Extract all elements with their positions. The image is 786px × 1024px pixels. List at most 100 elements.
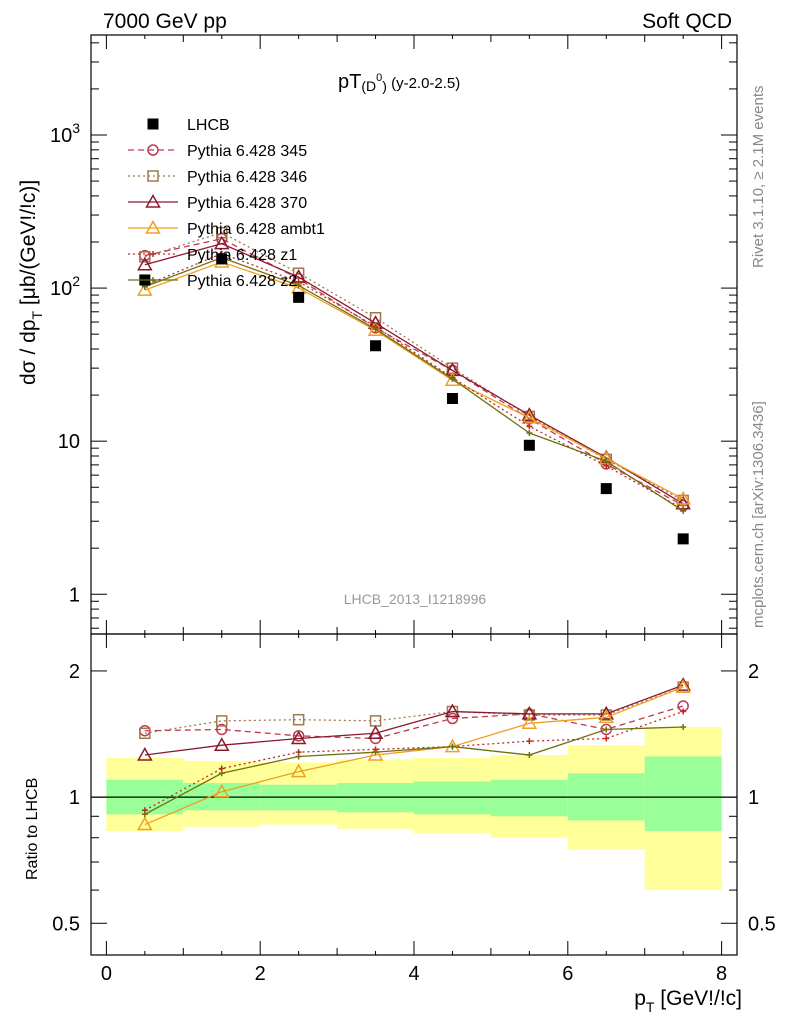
data-point: [677, 533, 689, 545]
data-point: [137, 256, 153, 271]
x-tick-label: 0: [101, 963, 112, 985]
legend-marker: [145, 219, 161, 234]
ratio-point: [292, 713, 305, 726]
ratio-point: [295, 753, 302, 760]
legend-label: Pythia 6.428 z1: [187, 247, 297, 264]
ratio-y-tick-label-left: 2: [69, 661, 80, 683]
series-line: [144, 684, 684, 756]
data-point: [139, 251, 151, 263]
data-point: [523, 439, 535, 451]
main-y-tick-label: 10: [58, 431, 80, 453]
ratio-point: [526, 738, 533, 745]
ratio-y-tick-label-left: 1: [69, 787, 80, 809]
series-line: [144, 261, 684, 500]
ratio-point: [444, 738, 461, 753]
ratio-point: [444, 703, 461, 718]
ratio-y-tick-label-right: 2: [748, 661, 759, 683]
ratio-y-tick-label-left: 0.5: [52, 913, 80, 935]
legend-label: Pythia 6.428 346: [187, 169, 307, 186]
legend-marker: [147, 144, 159, 156]
data-point: [293, 291, 305, 303]
main-y-axis-label: dσ / dpT [μb/(GeV!/!c)]: [17, 180, 45, 385]
ratio-series-pythia-6-428-ambt1: [137, 679, 691, 831]
data-point: [370, 340, 382, 352]
ratio-point: [213, 737, 230, 751]
ratio-point: [139, 727, 151, 740]
uncertainty-band-inner: [414, 781, 491, 815]
x-tick-label: 4: [408, 963, 419, 985]
ratio-point: [521, 715, 538, 730]
series-line: [144, 686, 684, 826]
x-axis-label: pT [GeV!/!c]: [634, 987, 742, 1015]
rivet-version-label: Rivet 3.1.10, ≥ 2.1M events: [750, 86, 767, 269]
ratio-point: [598, 709, 615, 724]
ratio-point: [446, 712, 459, 725]
data-point: [216, 253, 228, 265]
legend-label: Pythia 6.428 370: [187, 195, 307, 212]
ratio-series-pythia-6-428-z2: [141, 723, 687, 818]
data-point: [367, 322, 384, 337]
x-tick-label: 6: [562, 963, 573, 985]
uncertainty-band-inner: [490, 779, 568, 817]
legend-label: Pythia 6.428 ambt1: [187, 221, 325, 238]
ratio-point: [526, 752, 533, 759]
ratio-point: [137, 816, 153, 831]
data-point: [521, 407, 538, 421]
legend-marker: [145, 193, 161, 208]
data-point: [680, 507, 687, 514]
legend-marker: [150, 277, 156, 283]
data-point: [213, 235, 230, 250]
ratio-point: [367, 747, 384, 761]
plot-title: pT(D0) (y-2.0-2.5): [338, 71, 460, 94]
ratio-point: [603, 726, 610, 733]
ratio-point: [213, 783, 230, 798]
main-series-pythia-6-428-z2: [141, 254, 687, 514]
data-point: [292, 267, 305, 279]
series-line: [144, 232, 684, 502]
x-tick-label: 2: [255, 963, 266, 985]
header-right: Soft QCD: [642, 10, 732, 33]
x-tick-label: 8: [716, 963, 727, 985]
data-point: [521, 409, 538, 424]
ratio-point: [598, 705, 615, 720]
ratio-point: [675, 679, 691, 693]
data-point: [449, 375, 456, 382]
series-line: [144, 252, 684, 510]
ratio-y-tick-label-right: 0.5: [748, 913, 776, 935]
analysis-id-label: LHCB_2013_I1218996: [344, 591, 487, 607]
main-series-lhcb: [139, 253, 689, 545]
legend-label: Pythia 6.428 z2: [187, 273, 297, 290]
ratio-point: [675, 677, 691, 691]
ratio-point: [521, 705, 538, 720]
series-line: [144, 256, 684, 512]
legend-item: Pythia 6.428 z1: [128, 247, 297, 264]
legend-item: Pythia 6.428 370: [128, 193, 307, 212]
main-y-tick-label: 102: [50, 273, 80, 300]
legend-marker: [150, 251, 156, 257]
ratio-point: [215, 723, 228, 736]
data-point: [446, 392, 458, 404]
series-line: [144, 726, 684, 815]
legend-marker: [147, 170, 159, 182]
ratio-point: [449, 743, 456, 750]
right-side-labels: Rivet 3.1.10, ≥ 2.1M events mcplots.cern…: [750, 86, 767, 629]
legend-label: Pythia 6.428 345: [187, 143, 307, 160]
ratio-series-pythia-6-428-370: [137, 677, 691, 761]
legend-item: Pythia 6.428 ambt1: [128, 219, 325, 238]
main-series-pythia-6-428-370: [137, 235, 691, 510]
main-y-tick-label: 1: [69, 584, 80, 606]
data-point: [526, 423, 533, 430]
legend-item: Pythia 6.428 z2: [128, 273, 297, 290]
data-point: [372, 326, 379, 333]
ratio-point: [290, 730, 307, 745]
series-line: [144, 686, 684, 734]
series-line: [144, 710, 684, 811]
ratio-point: [141, 811, 148, 818]
ratio-point: [680, 723, 687, 730]
legend-item: Pythia 6.428 346: [128, 169, 307, 186]
header-left: 7000 GeV pp: [103, 10, 227, 33]
ratio-point: [680, 708, 687, 715]
ratio-y-tick-label-right: 1: [748, 787, 759, 809]
ratio-point: [290, 763, 307, 778]
